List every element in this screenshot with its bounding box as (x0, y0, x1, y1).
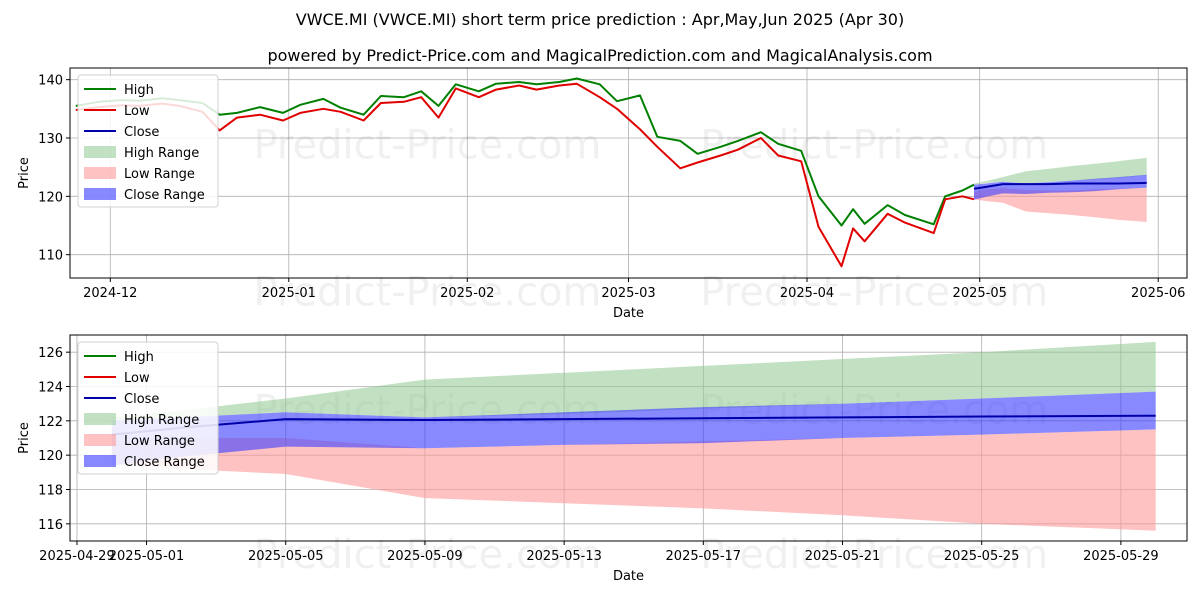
y-axis: 116 118 120 122 124 126 Price (17, 346, 70, 533)
y-tick-label: 118 (38, 484, 63, 499)
legend-swatch (84, 413, 116, 425)
legend-entry-label: Close Range (124, 188, 205, 203)
x-tick-label: 2025-01 (262, 286, 316, 301)
legend: High Low Close High Range Low Range Close Ran… (77, 341, 219, 475)
x-tick-label: 2024-12 (83, 286, 137, 301)
legend-entry-label: Close Range (124, 455, 205, 470)
x-tick-label: 2025-03 (601, 286, 655, 301)
legend-swatch (84, 188, 116, 200)
y-tick-label: 120 (38, 190, 63, 205)
x-tick-label: 2025-05-29 (1083, 549, 1159, 564)
plot-area (111, 341, 1156, 531)
band-close-range (974, 174, 1147, 200)
legend-swatch (84, 434, 116, 446)
legend-entry-label: High (124, 350, 154, 365)
x-tick-label: 2025-05-05 (248, 549, 324, 564)
legend-entry-label: Close (124, 392, 159, 407)
y-tick-label: 122 (38, 415, 63, 430)
plot-frame (69, 334, 1188, 542)
legend-entry-label: Low (124, 104, 150, 119)
x-tick-label: 2025-02 (440, 286, 494, 301)
x-tick-label: 2025-05-09 (387, 549, 463, 564)
y-axis: 110 120 130 140 Price (17, 74, 70, 264)
band-high-range (111, 341, 1156, 421)
legend-entry-label: High (124, 83, 154, 98)
x-tick-label: 2025-05-17 (666, 549, 742, 564)
x-tick-label: 2025-05 (953, 286, 1007, 301)
watermark-text: Predict-Price.com (253, 269, 601, 315)
x-tick-label: 2025-05-25 (944, 549, 1020, 564)
watermark-text: Predict-Price.com (253, 122, 601, 168)
x-tick-label: 2025-04-29 (39, 549, 115, 564)
watermark-text: Predict-Price.com (253, 532, 601, 578)
legend-entry-label: Low (124, 371, 150, 386)
watermark-text: Predict-Price.com (700, 532, 1048, 578)
legend-entry-label: High Range (124, 146, 199, 161)
series-close-line (973, 181, 1147, 190)
y-tick-label: 140 (38, 74, 63, 89)
band-high-range (974, 157, 1147, 185)
plot-area (75, 77, 1147, 268)
legend: High Low Close High Range Low Range Close Ran… (77, 74, 219, 208)
x-axis-label: Date (613, 569, 644, 584)
chart-panel-1: Predict-Price.com Predict-Price.com Predic… (17, 67, 1188, 321)
y-tick-label: 130 (38, 132, 63, 147)
legend-swatch (84, 167, 116, 179)
x-tick-label: 2025-06 (1131, 286, 1185, 301)
x-axis-label: Date (613, 306, 644, 321)
chart-panel-2: Predict-Price.comPredict-Price.comPredic… (17, 334, 1188, 584)
legend-swatch (84, 146, 116, 158)
legend-entry-label: Low Range (124, 167, 195, 182)
y-axis-label: Price (17, 157, 32, 189)
band-close-range (111, 391, 1156, 466)
legend-entry-label: Low Range (124, 434, 195, 449)
y-axis-label: Price (17, 422, 32, 454)
legend-entry-label: High Range (124, 413, 199, 428)
band-low-range (111, 429, 1156, 531)
chart-subtitle: powered by Predict-Price.com and Magical… (267, 46, 933, 65)
y-tick-label: 110 (38, 249, 63, 264)
x-tick-label: 2025-05-13 (526, 549, 602, 564)
band-low-range (974, 187, 1147, 222)
watermark: Predict-Price.com Predict-Price.com Predic… (253, 122, 1048, 315)
legend-entry-label: Close (124, 125, 159, 140)
series-low-line (75, 82, 975, 268)
y-tick-label: 126 (38, 346, 63, 361)
watermark-text: Predict-Price.com (700, 269, 1048, 315)
x-tick-label: 2025-05-01 (109, 549, 185, 564)
legend-swatch (84, 455, 116, 467)
watermark-text: Predict-Price.com (700, 122, 1048, 168)
y-tick-label: 120 (38, 449, 63, 464)
y-tick-label: 116 (38, 518, 63, 533)
chart-title: VWCE.MI (VWCE.MI) short term price predi… (295, 10, 905, 29)
y-tick-label: 124 (38, 381, 63, 396)
x-tick-label: 2025-04 (780, 286, 834, 301)
series-high-line (75, 77, 975, 227)
x-axis: 2024-12 2025-01 2025-02 2025-03 2025-04 2025-… (83, 278, 1185, 321)
grid (70, 68, 1187, 278)
x-tick-label: 2025-05-21 (805, 549, 881, 564)
